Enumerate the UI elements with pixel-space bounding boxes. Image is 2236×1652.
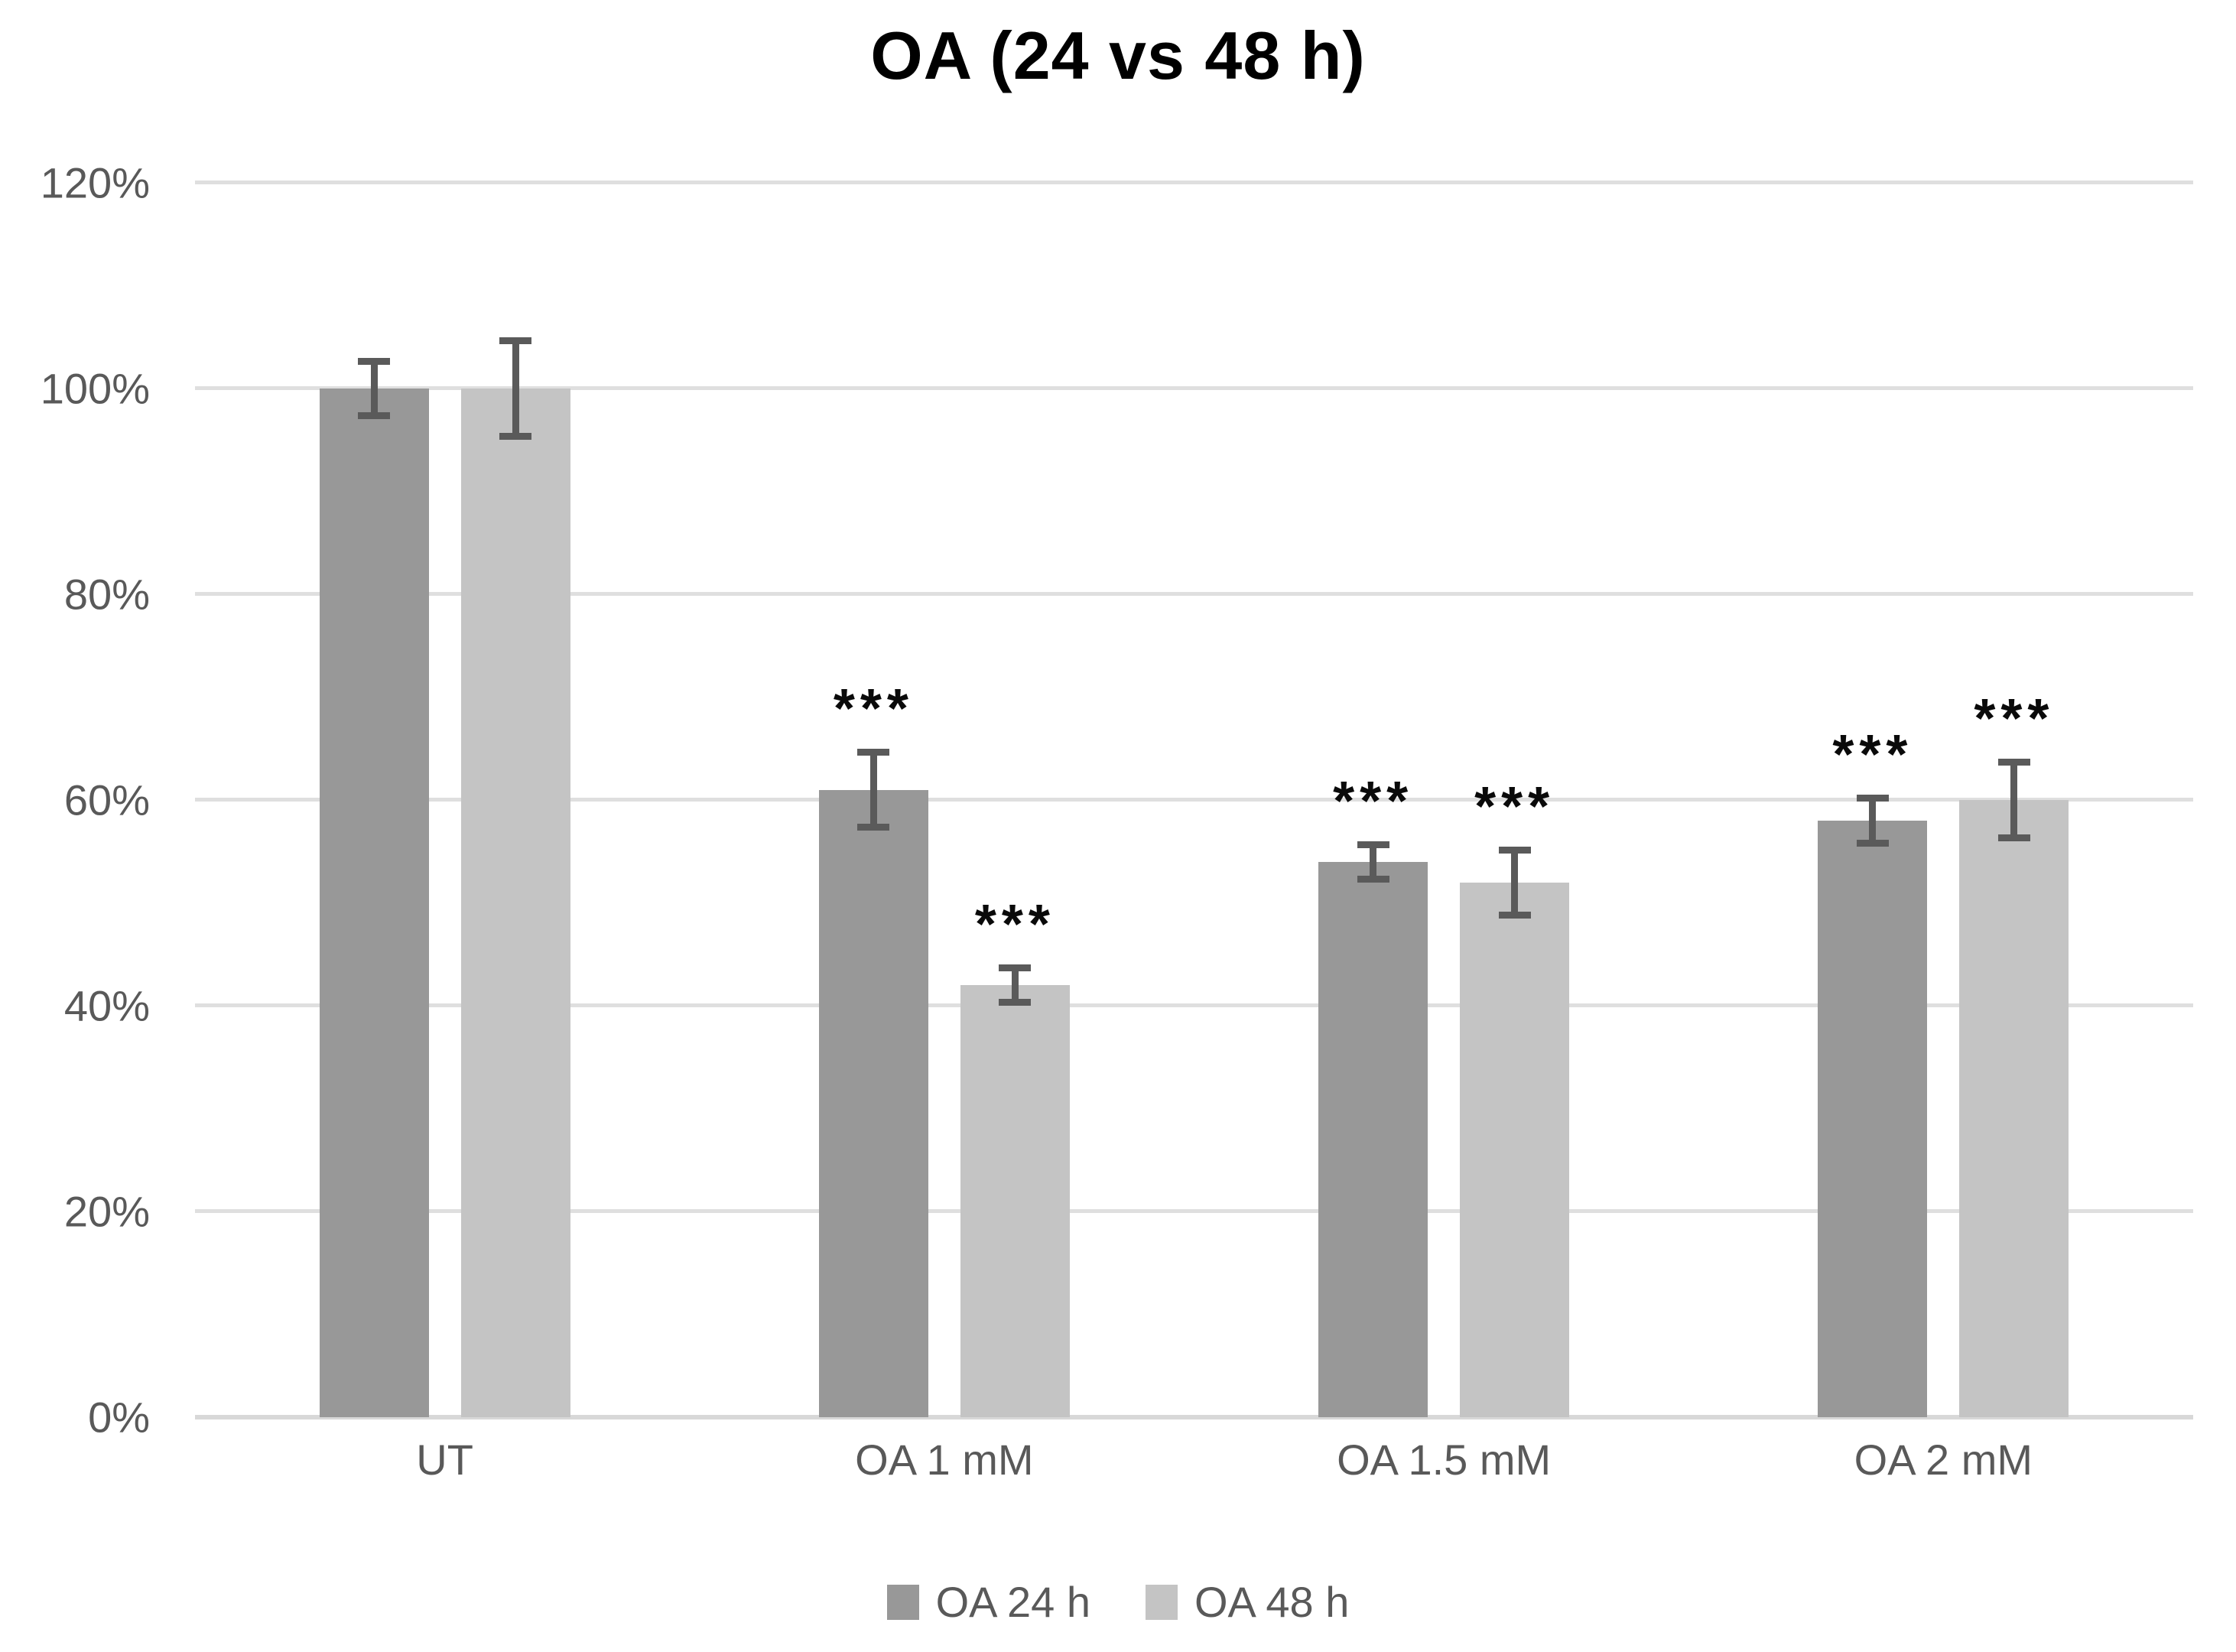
significance-marker: ***	[1474, 776, 1555, 837]
error-bar-cap-bottom	[999, 999, 1032, 1006]
bar-column: ***	[1460, 183, 1570, 1417]
gridline	[195, 385, 2193, 390]
error-bar-cap-bottom	[1856, 839, 1889, 847]
legend-label: OA 48 h	[1194, 1578, 1350, 1626]
bar-series1	[319, 389, 429, 1417]
plot-area: *** *** *** *** *** ***	[195, 180, 2193, 1419]
y-axis: 0% 20% 40% 60% 80% 100% 120%	[0, 159, 150, 1442]
y-tick-label: 100%	[40, 364, 150, 413]
bar-series1	[1818, 820, 1928, 1417]
significance-marker: ***	[1832, 724, 1913, 786]
gridline	[195, 180, 2193, 184]
error-bar-vline	[1869, 795, 1877, 847]
error-bar	[1357, 841, 1389, 883]
error-bar-cap-bottom	[358, 412, 391, 420]
bar-groups: *** *** *** *** *** ***	[195, 183, 2193, 1417]
x-tick-label: OA 2 mM	[1854, 1436, 2033, 1484]
x-tick-label: UT	[416, 1436, 473, 1484]
gridline	[195, 1003, 2193, 1007]
error-bar-cap-top	[999, 964, 1032, 972]
gridline	[195, 591, 2193, 596]
y-tick-label: 40%	[63, 981, 150, 1030]
bar-series2	[460, 389, 570, 1417]
x-tick-label: OA 1 mM	[855, 1436, 1034, 1484]
error-bar-cap-top	[499, 337, 532, 344]
error-bar-vline	[1370, 841, 1377, 883]
error-bar-vline	[1011, 964, 1019, 1006]
legend-swatch-series2	[1146, 1584, 1178, 1620]
error-bar	[1498, 846, 1531, 919]
error-bar-cap-top	[1856, 795, 1889, 802]
bar-column: ***	[960, 183, 1070, 1417]
bar-column	[460, 183, 570, 1417]
error-bar	[358, 357, 391, 420]
error-bar-cap-top	[358, 357, 391, 365]
error-bar-vline	[370, 357, 378, 420]
bar-group-oa-2-mm: *** ***	[1694, 183, 2193, 1417]
error-bar	[857, 748, 890, 831]
error-bar-cap-bottom	[499, 433, 532, 441]
bar-column	[319, 183, 429, 1417]
legend: OA 24 h OA 48 h	[0, 1577, 2236, 1627]
legend-swatch-series1	[886, 1584, 919, 1620]
error-bar-vline	[2010, 759, 2018, 841]
error-bar	[1997, 759, 2030, 841]
significance-marker: ***	[974, 894, 1055, 956]
bar-column: ***	[1818, 183, 1928, 1417]
y-tick-label: 120%	[40, 158, 150, 207]
error-bar-cap-top	[857, 748, 890, 756]
bar-series2	[960, 985, 1070, 1417]
bar-group-ut	[195, 183, 694, 1417]
bar-column: ***	[818, 183, 928, 1417]
bar-series2	[1460, 882, 1570, 1417]
y-tick-label: 80%	[63, 570, 150, 619]
significance-marker: ***	[1974, 688, 2055, 750]
legend-item: OA 24 h	[886, 1577, 1090, 1627]
bar-group-oa-1-5-mm: *** ***	[1194, 183, 1694, 1417]
bar-series1	[818, 789, 928, 1417]
x-tick-label: OA 1.5 mM	[1337, 1436, 1552, 1484]
y-tick-label: 60%	[63, 776, 150, 824]
chart-title: OA (24 vs 48 h)	[870, 18, 1366, 93]
x-axis: UT OA 1 mM OA 1.5 mM OA 2 mM	[195, 1435, 2193, 1485]
error-bar-cap-top	[1357, 841, 1389, 848]
legend-label: OA 24 h	[935, 1578, 1090, 1626]
legend-item: OA 48 h	[1146, 1577, 1349, 1627]
significance-marker: ***	[1333, 770, 1414, 832]
y-tick-label: 0%	[88, 1393, 150, 1442]
error-bar	[1856, 795, 1889, 847]
error-bar	[499, 337, 532, 441]
bar-group-oa-1-mm: *** ***	[694, 183, 1194, 1417]
bar-column: ***	[1318, 183, 1428, 1417]
error-bar	[999, 964, 1032, 1006]
error-bar-cap-top	[1997, 759, 2030, 766]
error-bar-vline	[1511, 846, 1519, 919]
x-axis-line	[195, 1415, 2193, 1419]
bar-column: ***	[1959, 183, 2069, 1417]
error-bar-vline	[869, 748, 877, 831]
significance-marker: ***	[833, 678, 914, 740]
y-tick-label: 20%	[63, 1187, 150, 1236]
error-bar-cap-bottom	[1498, 911, 1531, 919]
error-bar-cap-bottom	[1997, 834, 2030, 841]
gridline	[195, 798, 2193, 802]
bar-series1	[1318, 861, 1428, 1417]
error-bar-cap-top	[1498, 846, 1531, 854]
bar-series2	[1959, 800, 2069, 1417]
error-bar-cap-bottom	[1357, 875, 1389, 883]
error-bar-cap-bottom	[857, 824, 890, 831]
error-bar-vline	[512, 337, 519, 441]
gridline	[195, 1209, 2193, 1213]
